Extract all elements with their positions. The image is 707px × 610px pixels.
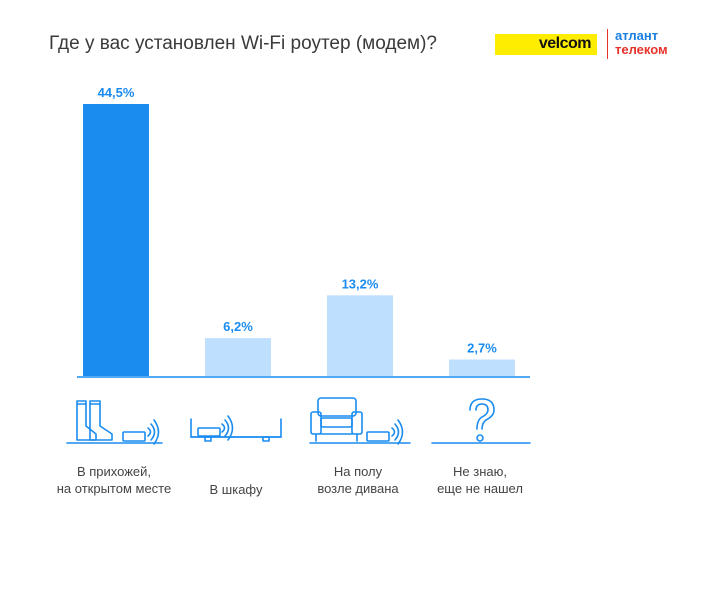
logo-divider <box>607 29 608 59</box>
bars-group: 44,5% 6,2% 13,2% 2,7% <box>83 85 515 376</box>
category-label-0: В прихожей, на открытом месте <box>56 464 172 496</box>
value-label-0: 44,5% <box>98 85 135 100</box>
bar-1 <box>205 338 271 376</box>
velcom-logo: velcom <box>495 34 597 55</box>
bar-0 <box>83 104 149 376</box>
category-label-1: В шкафу <box>209 482 263 497</box>
category-label-2: На полу возле дивана <box>317 464 399 496</box>
velcom-logo-text: velcom <box>538 35 592 52</box>
atlant-logo-line2: телеком <box>615 42 668 57</box>
boots-and-router-icon <box>66 400 163 445</box>
value-label-2: 13,2% <box>342 276 379 291</box>
cabinet-router-icon <box>190 415 282 442</box>
bar-3 <box>449 359 515 376</box>
atlant-telecom-logo: атлант телеком <box>615 29 668 57</box>
bar-2 <box>327 295 393 376</box>
question-mark-icon <box>431 398 531 444</box>
value-label-3: 2,7% <box>467 340 497 355</box>
armchair-router-icon <box>309 397 411 445</box>
category-label-3: Не знаю, еще не нашел <box>437 464 523 496</box>
value-label-1: 6,2% <box>223 319 253 334</box>
atlant-logo-line1: атлант <box>615 28 659 43</box>
chart-title: Где у вас установлен Wi-Fi роутер (модем… <box>49 33 437 54</box>
